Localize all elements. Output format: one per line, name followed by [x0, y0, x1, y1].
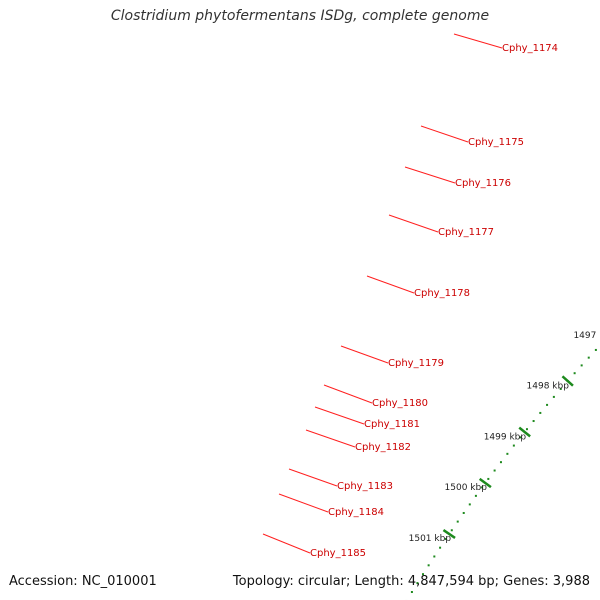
gene-leader-line [404, 166, 456, 184]
gene-leader-line [323, 384, 373, 404]
gene-label: Cphy_1176 [455, 178, 511, 189]
gene-label: Cphy_1175 [468, 137, 524, 148]
gene-leader-line [278, 493, 329, 513]
outer-tick-dot [580, 364, 583, 367]
outer-tick-dot [487, 477, 490, 480]
outer-tick-dot [427, 564, 430, 567]
accession-text: Accession: NC_010001 [9, 574, 157, 589]
gene-label: Cphy_1177 [438, 227, 494, 238]
outer-tick-dot [481, 486, 484, 489]
outer-tick-dot [462, 511, 465, 514]
outer-tick-dot [456, 520, 459, 523]
kbp-major-tick [561, 375, 574, 387]
kbp-label: 1497 kbp [573, 331, 600, 341]
labels-layer: Cphy_1174 Cphy_1175 Cphy_1176 Cphy_1177 Cphy… [262, 33, 558, 559]
outer-tick-dot [539, 411, 542, 414]
kbp-label: 1498 kbp [527, 382, 570, 392]
gene-label: Cphy_1183 [337, 481, 393, 492]
outer-tick-dot [559, 387, 562, 390]
outer-tick-dot [416, 582, 419, 585]
outer-tick-dot [546, 403, 549, 406]
kbp-label: 1500 kbp [445, 483, 488, 493]
outer-tick-dot [519, 436, 522, 439]
kbp-major-tick [442, 529, 456, 539]
outer-tick-dot [499, 461, 502, 464]
gene-leader-line [340, 345, 389, 364]
gene-label: Cphy_1180 [372, 398, 428, 409]
gene-label: Cphy_1184 [328, 507, 384, 518]
gene-label: Cphy_1182 [355, 442, 411, 453]
outer-tick-dot [512, 444, 515, 447]
outer-tick-dot [493, 469, 496, 472]
outer-tick-dot [525, 428, 528, 431]
outer-tick-dot [439, 546, 442, 549]
outer-tick-dot [587, 356, 590, 359]
gene-label: Cphy_1181 [364, 419, 420, 430]
gene-label: Cphy_1185 [310, 548, 366, 559]
outer-tick-dot [421, 573, 424, 576]
gene-leader-line [305, 429, 356, 448]
gene-label: Cphy_1178 [414, 288, 470, 299]
gene-leader-line [262, 533, 311, 554]
kbp-major-tick [518, 426, 531, 438]
outer-tick-dot [433, 555, 436, 558]
outer-tick-dot [468, 503, 471, 506]
outer-tick-dot [450, 529, 453, 532]
gene-label: Cphy_1179 [388, 358, 444, 369]
gene-label: Cphy_1174 [502, 43, 558, 54]
dotted-ticks-layer: 1492 kbp1493 kbp1494 kbp1495 kbp1496 kbp… [405, 331, 600, 600]
gene-leader-line [288, 468, 338, 487]
gene-leader-line [420, 125, 469, 143]
gene-leader-line [388, 214, 439, 233]
outer-tick-dot [474, 494, 477, 497]
kbp-major-tick [478, 477, 492, 489]
gene-leader-line [453, 33, 503, 49]
kbp-label: 1499 kbp [484, 432, 527, 442]
map-title: Clostridium phytofermentans ISDg, comple… [110, 8, 490, 24]
kbp-label: 1501 kbp [409, 534, 452, 544]
outer-tick-dot [552, 395, 555, 398]
genome-summary-text: Topology: circular; Length: 4,847,594 bp… [232, 574, 590, 589]
outer-tick-dot [506, 452, 509, 455]
outer-tick-dot [594, 348, 597, 351]
gene-leader-line [314, 406, 365, 425]
outer-tick-dot [410, 591, 413, 594]
gene-leader-line [366, 275, 415, 294]
outer-tick-dot [573, 372, 576, 375]
outer-tick-dot [444, 537, 447, 540]
outer-tick-dot [532, 420, 535, 423]
